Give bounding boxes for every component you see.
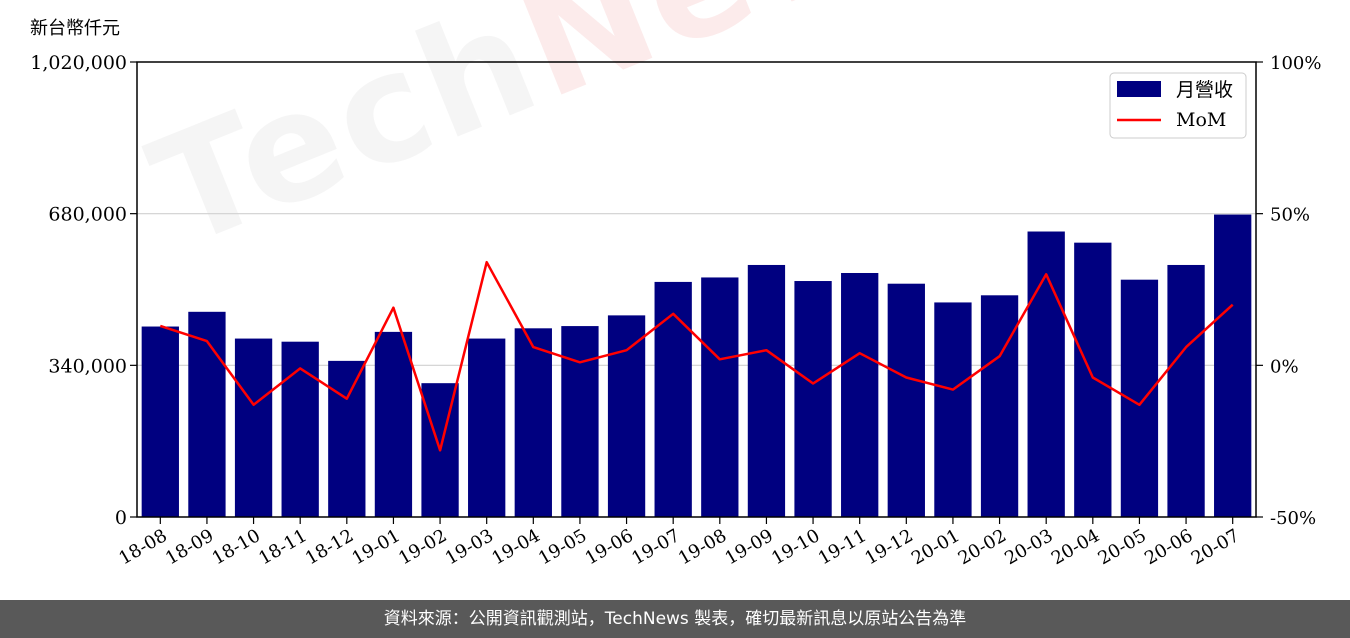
x-tick-label: 18-09 bbox=[162, 525, 217, 569]
right-tick-label: -50% bbox=[1270, 508, 1316, 529]
mom-line-layer bbox=[159, 260, 1234, 452]
left-tick-label: 1,020,000 bbox=[30, 52, 127, 74]
bar-19-05 bbox=[561, 326, 599, 517]
bar-19-03 bbox=[468, 338, 506, 517]
right-tick-label: 0% bbox=[1270, 356, 1299, 377]
x-tick-label: 19-01 bbox=[348, 525, 403, 569]
bar-20-03 bbox=[1027, 231, 1065, 517]
grid-lines bbox=[137, 213, 1256, 366]
x-tick-label: 20-01 bbox=[908, 525, 963, 569]
bar-18-08 bbox=[141, 326, 179, 517]
x-tick-label: 19-04 bbox=[488, 525, 543, 569]
source-footer: 資料來源：公開資訊觀測站，TechNews 製表，確切最新訊息以原站公告為準 bbox=[0, 600, 1350, 638]
bar-20-07 bbox=[1214, 214, 1252, 517]
x-tick-label: 18-11 bbox=[255, 525, 310, 569]
bar-18-10 bbox=[234, 338, 273, 517]
x-tick-label: 19-05 bbox=[535, 525, 590, 569]
x-tick-label: 20-06 bbox=[1141, 525, 1196, 569]
x-tick-label: 19-12 bbox=[861, 525, 916, 569]
bar-19-10 bbox=[794, 281, 832, 517]
bar-19-07 bbox=[654, 281, 692, 517]
bar-20-04 bbox=[1074, 242, 1112, 518]
x-tick-label: 19-06 bbox=[582, 525, 637, 569]
x-tick-label: 19-09 bbox=[721, 525, 776, 569]
bar-19-01 bbox=[374, 331, 413, 517]
right-tick-label: 50% bbox=[1270, 205, 1310, 226]
revenue-bars bbox=[141, 214, 1252, 518]
x-tick-label: 18-12 bbox=[302, 525, 357, 569]
bar-20-06 bbox=[1167, 264, 1205, 517]
x-tick-label: 20-04 bbox=[1048, 525, 1103, 569]
legend-label-mom: MoM bbox=[1176, 109, 1226, 131]
left-tick-label: 680,000 bbox=[48, 204, 127, 226]
plot-frame bbox=[136, 61, 1257, 518]
x-tick-label: 20-02 bbox=[955, 525, 1010, 569]
x-tick-label: 20-07 bbox=[1188, 525, 1243, 569]
bar-19-11 bbox=[841, 272, 879, 517]
x-tick-label: 19-03 bbox=[442, 525, 497, 569]
bar-18-12 bbox=[328, 360, 366, 517]
chart-legend: 月營收 MoM bbox=[1109, 72, 1247, 139]
bar-18-09 bbox=[188, 311, 226, 517]
x-tick-label: 19-10 bbox=[768, 525, 823, 569]
left-tick-label: 340,000 bbox=[48, 355, 127, 377]
x-tick-label: 19-07 bbox=[628, 525, 683, 569]
legend-swatch-bar bbox=[1117, 81, 1161, 97]
bar-20-02 bbox=[980, 295, 1019, 517]
x-tick-label: 19-11 bbox=[815, 525, 870, 569]
x-tick-label: 18-08 bbox=[115, 525, 170, 569]
revenue-chart: 0 340,000 680,000 1,020,000 -50% 0% 50% 100% 18-… bbox=[30, 52, 1321, 569]
y-axis-unit-label: 新台幣仟元 bbox=[30, 18, 120, 39]
bar-18-11 bbox=[281, 341, 319, 517]
legend-label-revenue: 月營收 bbox=[1176, 79, 1233, 101]
bar-19-04 bbox=[514, 328, 552, 517]
right-tick-label: 100% bbox=[1270, 53, 1321, 74]
x-tick-label: 18-10 bbox=[209, 525, 264, 569]
x-tick-label: 20-03 bbox=[1001, 525, 1056, 569]
bar-19-06 bbox=[607, 315, 646, 517]
bar-19-09 bbox=[747, 264, 786, 517]
x-tick-label: 20-05 bbox=[1094, 525, 1149, 569]
bar-20-01 bbox=[934, 302, 972, 517]
mom-line bbox=[159, 260, 1234, 452]
left-tick-label: 0 bbox=[115, 507, 127, 529]
x-tick-label: 19-02 bbox=[395, 525, 450, 569]
bar-19-08 bbox=[701, 277, 739, 517]
bar-19-12 bbox=[887, 283, 925, 517]
x-tick-label: 19-08 bbox=[675, 525, 730, 569]
